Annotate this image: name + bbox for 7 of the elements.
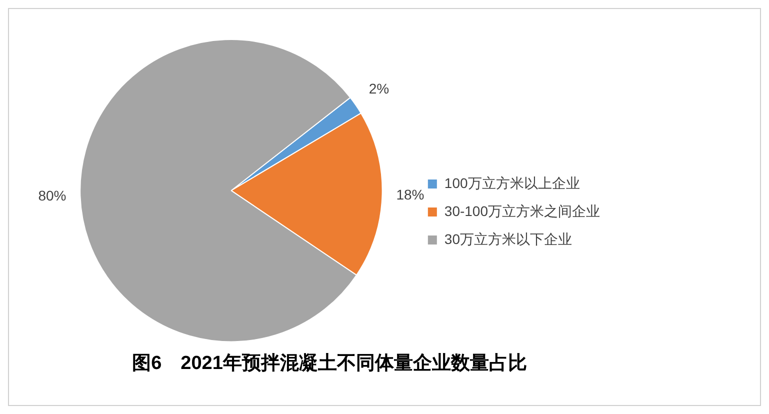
data-label: 80% — [38, 188, 66, 204]
legend-label: 30-100万立方米之间企业 — [444, 202, 600, 219]
legend-label: 100万立方米以上企业 — [444, 174, 580, 191]
data-label: 2% — [368, 80, 390, 96]
data-label: 18% — [396, 186, 424, 202]
legend-label: 30万立方米以下企业 — [444, 230, 572, 247]
text: 图6 2021年预拌混凝土不同体量企业数量占比 — [132, 352, 527, 374]
